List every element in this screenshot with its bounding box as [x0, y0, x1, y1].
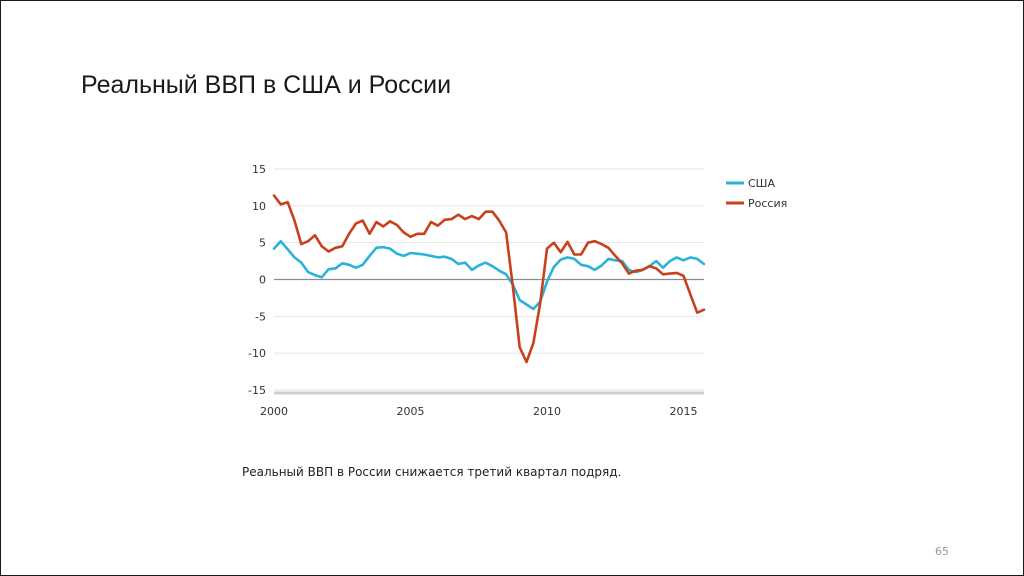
y-tick-label: -10 — [248, 347, 266, 360]
y-tick-label: 0 — [259, 274, 266, 287]
series-line-russia — [272, 194, 706, 364]
x-tick-label: 2000 — [260, 405, 288, 418]
series-line-usa — [272, 239, 706, 311]
y-tick-label: -5 — [255, 310, 266, 323]
x-tick-label: 2015 — [670, 405, 698, 418]
x-tick-label: 2005 — [397, 405, 425, 418]
slide-title: Реальный ВВП в США и России — [81, 71, 452, 99]
page-number: 65 — [935, 545, 949, 558]
legend-label-usa: США — [748, 177, 775, 190]
y-tick-label: 5 — [259, 237, 266, 250]
slide-caption: Реальный ВВП в России снижается третий к… — [242, 465, 622, 479]
y-tick-label: 15 — [252, 163, 266, 176]
legend-label-russia: Россия — [748, 197, 787, 210]
y-tick-label: 10 — [252, 200, 266, 213]
y-tick-label: -15 — [248, 384, 266, 397]
line-chart: 15 10 5 0 -5 -10 -15 2000 2005 2010 2015 США Россия — [248, 163, 787, 418]
x-tick-label: 2010 — [533, 405, 561, 418]
